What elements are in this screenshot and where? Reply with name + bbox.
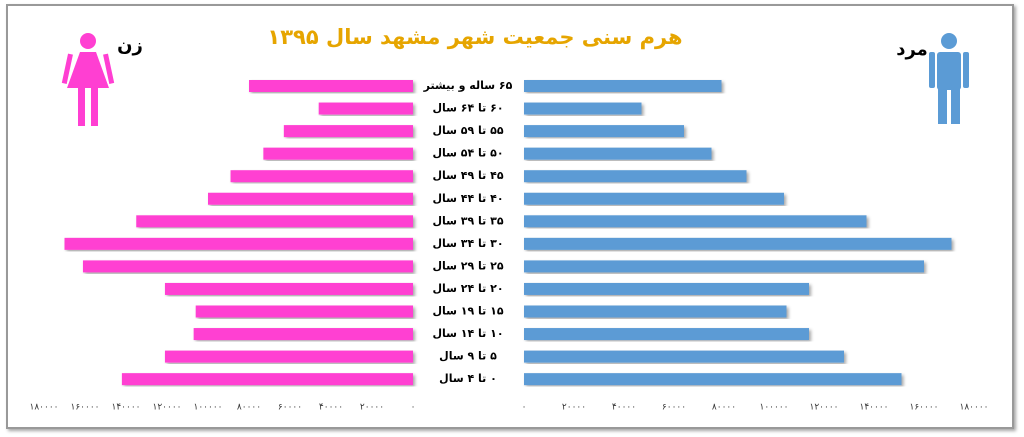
male-icon	[929, 33, 969, 124]
bar	[230, 170, 413, 183]
x-tick-label: ۱۶۰۰۰۰	[909, 403, 938, 413]
category-label: ۶۵ ساله و بیشتر	[423, 79, 513, 92]
bar	[164, 350, 413, 363]
bar	[524, 260, 924, 273]
x-tick-label: ۶۰۰۰۰	[278, 403, 302, 413]
x-tick-label: ۰	[411, 403, 416, 413]
category-label: ۱۰ تا ۱۴ سال	[432, 327, 503, 340]
category-label: ۰ تا ۴ سال	[439, 372, 497, 385]
bar	[524, 80, 722, 92]
x-tick-label: ۴۰۰۰۰	[319, 403, 343, 413]
x-tick-label: ۴۰۰۰۰	[612, 403, 636, 413]
category-label: ۳۵ تا ۳۹ سال	[432, 214, 503, 227]
bar	[524, 215, 867, 228]
bar	[249, 80, 413, 92]
x-tick-label: ۱۲۰۰۰۰	[152, 403, 181, 413]
female-icon	[61, 33, 115, 126]
x-tick-label: ۱۴۰۰۰۰	[859, 403, 888, 413]
bar	[164, 282, 413, 295]
bar	[524, 373, 902, 386]
category-label: ۲۰ تا ۲۴ سال	[432, 282, 503, 295]
x-tick-label: ۱۲۰۰۰۰	[809, 403, 838, 413]
bar	[524, 282, 809, 295]
x-tick-label: ۰	[522, 403, 527, 413]
x-tick-label: ۱۰۰۰۰۰	[193, 403, 222, 413]
bar	[195, 305, 413, 318]
bar	[193, 328, 413, 341]
x-tick-label: ۱۸۰۰۰۰	[959, 403, 988, 413]
bar	[524, 328, 809, 341]
x-tick-label: ۱۴۰۰۰۰	[111, 403, 140, 413]
chart-title: هرم سنی جمعیت شهر مشهد سال ۱۳۹۵	[267, 25, 682, 49]
bar	[524, 237, 952, 250]
bar	[82, 260, 413, 273]
bar	[524, 102, 642, 115]
bar	[318, 102, 413, 115]
bar	[283, 125, 413, 138]
x-tick-label: ۱۶۰۰۰۰	[70, 403, 99, 413]
bar	[524, 125, 684, 138]
x-tick-label: ۲۰۰۰۰	[562, 403, 586, 413]
category-label: ۵۰ تا ۵۴ سال	[432, 147, 503, 160]
category-label: ۴۵ تا ۴۹ سال	[432, 169, 503, 182]
bar	[524, 305, 787, 318]
bar	[524, 192, 784, 205]
legend-label: مرد	[896, 39, 928, 60]
x-tick-label: ۱۸۰۰۰۰	[29, 403, 58, 413]
x-tick-label: ۶۰۰۰۰	[662, 403, 686, 413]
bar	[524, 170, 747, 183]
x-tick-label: ۸۰۰۰۰	[237, 403, 261, 413]
x-tick-label: ۱۰۰۰۰۰	[759, 403, 788, 413]
bar	[524, 147, 712, 160]
category-label: ۱۵ تا ۱۹ سال	[432, 305, 503, 318]
category-label: ۲۵ تا ۲۹ سال	[432, 259, 503, 272]
bar	[524, 350, 844, 363]
legend-label: زن	[117, 35, 143, 56]
category-label: ۶۰ تا ۶۴ سال	[432, 102, 503, 115]
bar	[121, 373, 414, 386]
category-label: ۳۰ تا ۳۴ سال	[432, 237, 503, 250]
x-tick-label: ۲۰۰۰۰	[360, 403, 384, 413]
x-tick-label: ۸۰۰۰۰	[712, 403, 736, 413]
category-label: ۵ تا ۹ سال	[439, 350, 497, 363]
bar	[208, 192, 413, 205]
bar	[64, 237, 413, 250]
category-label: ۵۵ تا ۵۹ سال	[432, 124, 503, 137]
bar	[263, 147, 413, 160]
category-label: ۴۰ تا ۴۴ سال	[432, 192, 503, 205]
bar	[136, 215, 413, 228]
